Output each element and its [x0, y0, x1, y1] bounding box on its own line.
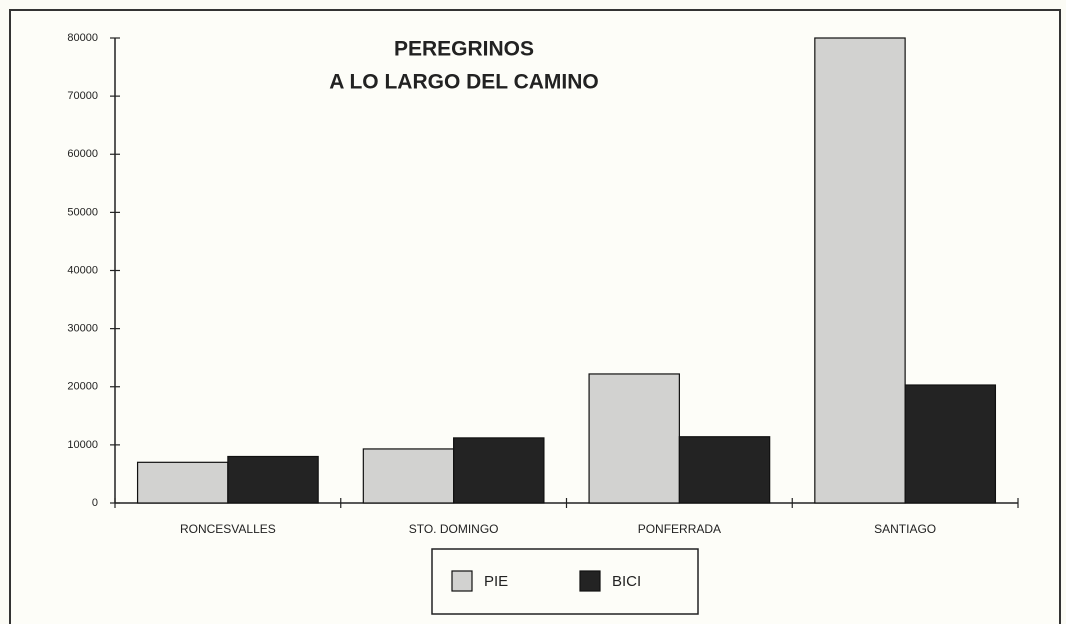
bar [227, 455, 319, 504]
chart-title: PEREGRINOS [394, 38, 534, 61]
legend-box [431, 548, 699, 615]
y-tick-label: 60000 [67, 148, 98, 160]
legend-swatch [579, 570, 601, 592]
y-tick-label: 40000 [67, 264, 98, 276]
chart-title: A LO LARGO DEL CAMINO [329, 71, 599, 94]
bar [453, 437, 545, 504]
y-tick-label: 70000 [67, 90, 98, 102]
x-tick-label: STO. DOMINGO [409, 522, 499, 536]
bar [904, 384, 997, 504]
bar [588, 373, 680, 504]
y-tick-label: 80000 [67, 32, 98, 44]
x-tick-label: SANTIAGO [874, 522, 936, 536]
x-tick-label: PONFERRADA [638, 522, 721, 536]
bar [814, 37, 906, 504]
legend-label: BICI [612, 573, 641, 590]
bar [678, 436, 771, 504]
legend-label: PIE [484, 573, 508, 590]
y-tick-label: 50000 [67, 206, 98, 218]
legend-swatch [451, 570, 473, 592]
y-tick-label: 10000 [67, 439, 98, 451]
x-tick-label: RONCESVALLES [180, 522, 276, 536]
y-tick-label: 0 [92, 497, 98, 509]
y-tick-label: 20000 [67, 381, 98, 393]
bar [362, 448, 455, 504]
y-tick-label: 30000 [67, 323, 98, 335]
bar [136, 461, 229, 504]
